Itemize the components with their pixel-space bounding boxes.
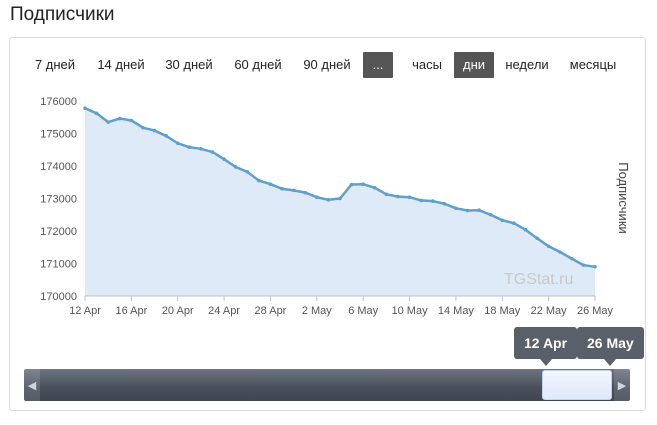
navigator-to-label: 26 May [577,327,644,366]
data-point[interactable] [117,116,122,121]
range-60-days-button[interactable]: 60 дней [234,57,282,72]
page-title: Подписчики [10,4,115,25]
data-point[interactable] [257,178,261,183]
data-point[interactable] [326,198,331,202]
y-tick-label: 174000 [40,161,77,173]
data-point[interactable] [199,146,203,151]
data-point[interactable] [454,206,458,211]
y-tick-label: 172000 [40,226,77,238]
subscribers-chart: 176000 175000 174000 173000 172000 171000 1700… [40,96,631,317]
data-point[interactable] [349,182,354,187]
data-point[interactable] [187,145,192,149]
x-tick-label: 24 Apr [208,305,240,317]
data-point[interactable] [419,198,423,203]
data-point[interactable] [268,182,273,186]
chart-panel: 7 дней 14 дней 30 дней 60 дней 90 дней .… [9,37,646,411]
data-point[interactable] [535,236,539,240]
data-point[interactable] [570,256,574,261]
data-point[interactable] [291,188,296,193]
data-point[interactable] [523,227,528,232]
range-navigator[interactable]: ◀ ▶ [24,369,630,401]
data-point[interactable] [488,212,493,217]
range-custom-button[interactable]: ... [363,52,393,78]
x-tick-label: 12 Apr [69,305,101,317]
data-point[interactable] [129,118,134,123]
unit-hours-button[interactable]: часы [412,57,442,72]
data-point[interactable] [164,133,168,138]
x-tick-label: 26 May [577,305,614,317]
data-point[interactable] [396,194,400,199]
data-point[interactable] [361,182,365,186]
navigator-handle[interactable] [542,370,612,400]
data-point[interactable] [430,199,435,203]
unit-months-button[interactable]: месяцы [569,57,617,72]
data-point[interactable] [210,150,215,154]
data-point[interactable] [581,263,586,267]
data-point[interactable] [94,111,99,116]
x-tick-label: 28 Apr [255,305,287,317]
data-point[interactable] [303,190,308,195]
range-14-days-button[interactable]: 14 дней [97,57,145,72]
data-point[interactable] [233,165,238,169]
data-point[interactable] [465,208,470,213]
data-point[interactable] [222,157,226,161]
navigator-left-arrow-icon[interactable]: ◀ [24,369,40,401]
data-point[interactable] [106,120,110,124]
data-point[interactable] [442,201,447,206]
y-tick-label: 170000 [40,291,77,303]
navigator-from-label: 12 Apr [514,327,578,366]
data-point[interactable] [338,196,342,201]
x-tick-label: 22 May [531,305,568,317]
data-point[interactable] [500,218,505,223]
x-tick-label: 20 Apr [162,305,194,317]
y-tick-label: 173000 [40,194,77,206]
data-point[interactable] [477,208,481,212]
range-toolbar: 7 дней 14 дней 30 дней 60 дней 90 дней .… [10,52,645,78]
data-point[interactable] [175,141,180,146]
x-tick-label: 14 May [438,305,475,317]
data-point[interactable] [141,125,145,130]
navigator-right-arrow-icon[interactable]: ▶ [614,369,630,401]
range-30-days-button[interactable]: 30 дней [165,57,213,72]
data-point[interactable] [372,185,377,190]
data-point[interactable] [558,250,563,254]
data-point[interactable] [512,221,516,225]
data-point[interactable] [546,244,551,249]
unit-days-button[interactable]: дни [454,52,494,78]
series-area [85,108,595,296]
watermark: TGStat.ru [504,271,573,288]
range-7-days-button[interactable]: 7 дней [34,57,76,72]
y-tick-label: 176000 [40,96,77,108]
data-point[interactable] [384,192,389,197]
x-tick-label: 2 May [302,305,332,317]
unit-weeks-button[interactable]: недели [505,57,549,72]
x-tick-label: 18 May [484,305,521,317]
x-tick-label: 10 May [392,305,429,317]
x-tick-label: 16 Apr [115,305,147,317]
data-point[interactable] [152,128,157,133]
data-point[interactable] [280,186,284,191]
data-point[interactable] [593,264,597,269]
y-axis-label: Подписчики [616,162,631,234]
data-point[interactable] [245,170,250,174]
range-90-days-button[interactable]: 90 дней [303,57,351,72]
data-point[interactable] [407,195,412,199]
data-point[interactable] [83,106,87,110]
y-tick-label: 175000 [40,129,77,141]
data-point[interactable] [315,195,319,199]
x-tick-label: 6 May [348,305,378,317]
y-tick-label: 171000 [40,259,77,271]
